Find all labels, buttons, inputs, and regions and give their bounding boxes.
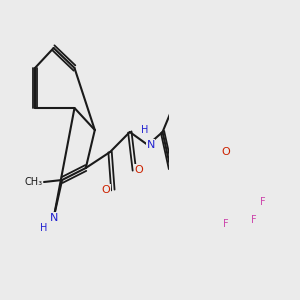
Text: F: F: [223, 219, 229, 229]
Text: H: H: [40, 223, 47, 233]
Text: F: F: [251, 215, 257, 225]
Text: F: F: [260, 197, 265, 207]
Text: CH₃: CH₃: [25, 177, 43, 187]
Text: N: N: [50, 213, 58, 223]
Text: O: O: [221, 147, 230, 157]
Text: O: O: [134, 165, 143, 175]
Text: O: O: [102, 185, 110, 195]
Text: N: N: [146, 140, 155, 150]
Text: H: H: [141, 125, 149, 135]
